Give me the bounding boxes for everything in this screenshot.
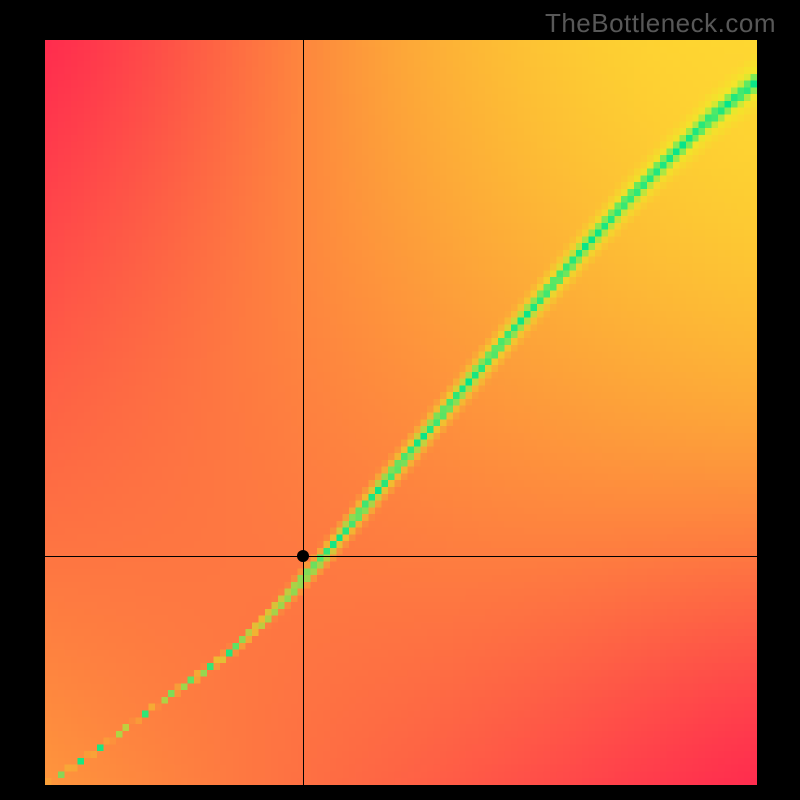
marker-dot xyxy=(297,550,309,562)
watermark-text: TheBottleneck.com xyxy=(545,8,776,39)
crosshair-horizontal xyxy=(45,556,757,557)
heatmap-canvas xyxy=(45,40,757,785)
plot-area xyxy=(45,40,757,785)
crosshair-vertical xyxy=(303,40,304,785)
